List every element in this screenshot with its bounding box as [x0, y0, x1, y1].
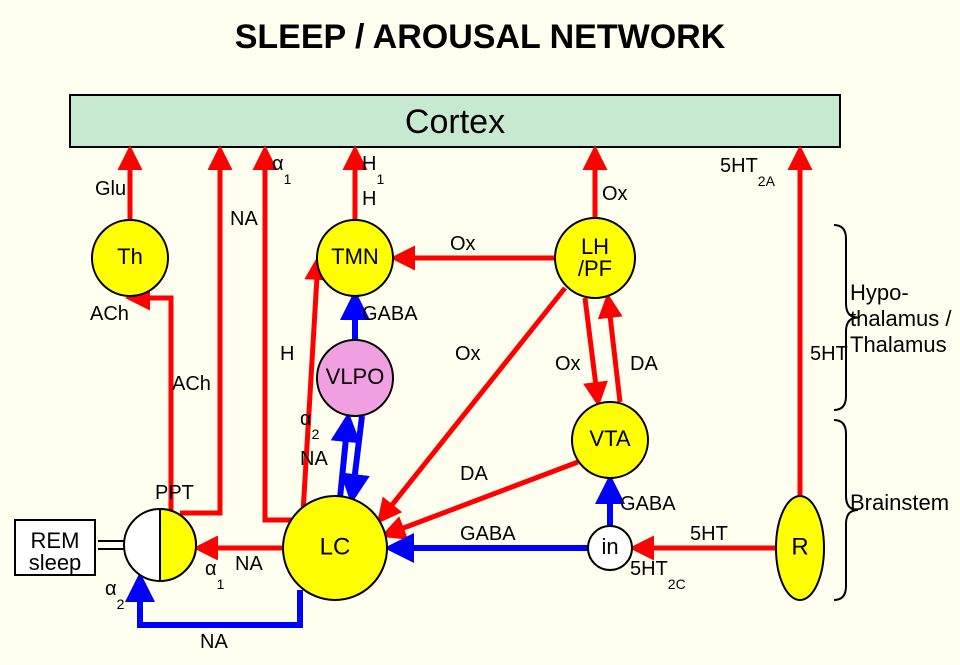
node-label-LC: LC — [320, 533, 351, 560]
edge-label-11: Ox — [455, 343, 481, 365]
edge-label-20: NA — [200, 631, 228, 653]
edge-label-7: NA — [300, 448, 328, 470]
edge-label-6: GABA — [362, 303, 418, 325]
edge-label-10: Ox — [602, 183, 628, 205]
diagram-title: SLEEP / AROUSAL NETWORK — [235, 18, 726, 56]
node-label-LHPF: LH/PF — [578, 234, 612, 281]
node-label-TMN: TMN — [331, 244, 379, 269]
node-PPT — [124, 509, 196, 581]
node-label-Th: Th — [117, 244, 143, 269]
edge-label-13: DA — [630, 353, 658, 375]
edge-label-1: ACh — [90, 303, 129, 325]
node-label-VTA: VTA — [589, 426, 630, 451]
node-label-PPT: PPT — [155, 482, 194, 504]
node-label-R: R — [791, 533, 808, 560]
rem-label: REMsleep — [29, 528, 82, 575]
node-label-IN: in — [601, 534, 618, 559]
edge-label-4: H — [280, 343, 294, 365]
edge-label-19: NA — [235, 553, 263, 575]
edge-label-18: GABA — [460, 523, 516, 545]
edge-label-5: H — [362, 188, 376, 210]
edge-label-3: NA — [230, 208, 258, 230]
edge-label-2: ACh — [172, 373, 211, 395]
node-label-VLPO: VLPO — [326, 364, 385, 389]
edge-label-0: Glu — [95, 178, 126, 200]
edge-label-17: GABA — [620, 493, 676, 515]
cortex-label: Cortex — [405, 103, 505, 141]
edge-label-9: Ox — [450, 233, 476, 255]
region-label-1: Brainstem — [850, 490, 949, 515]
edge-label-16: 5HT — [690, 523, 728, 545]
edge-label-15: 5HT — [810, 343, 848, 365]
edge-label-14: DA — [460, 463, 488, 485]
edge-label-12: Ox — [555, 353, 581, 375]
